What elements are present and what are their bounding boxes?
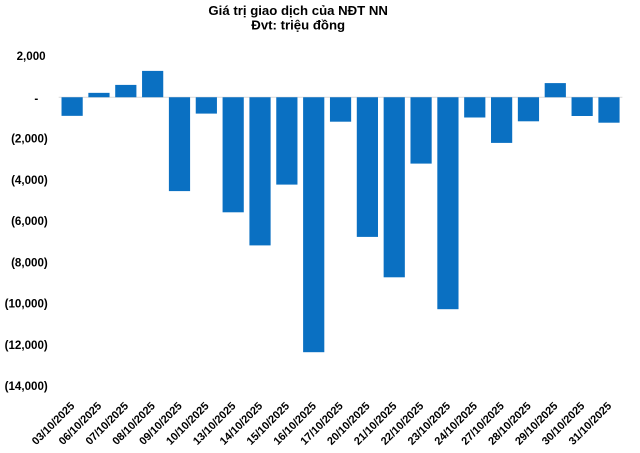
svg-text:2,000: 2,000 bbox=[17, 50, 46, 63]
svg-text:Giá trị giao dịch của NĐT NN: Giá trị giao dịch của NĐT NN bbox=[208, 3, 388, 18]
svg-text:(14,000): (14,000) bbox=[5, 380, 48, 393]
svg-text:(10,000): (10,000) bbox=[5, 298, 48, 311]
svg-text:Đvt: triệu đồng: Đvt: triệu đồng bbox=[251, 17, 345, 32]
svg-text:(2,000): (2,000) bbox=[11, 133, 48, 146]
svg-text:(6,000): (6,000) bbox=[11, 215, 48, 228]
svg-text:(4,000): (4,000) bbox=[11, 174, 48, 187]
svg-text:-: - bbox=[34, 92, 38, 105]
svg-text:(8,000): (8,000) bbox=[11, 256, 48, 269]
svg-text:(12,000): (12,000) bbox=[5, 339, 48, 352]
